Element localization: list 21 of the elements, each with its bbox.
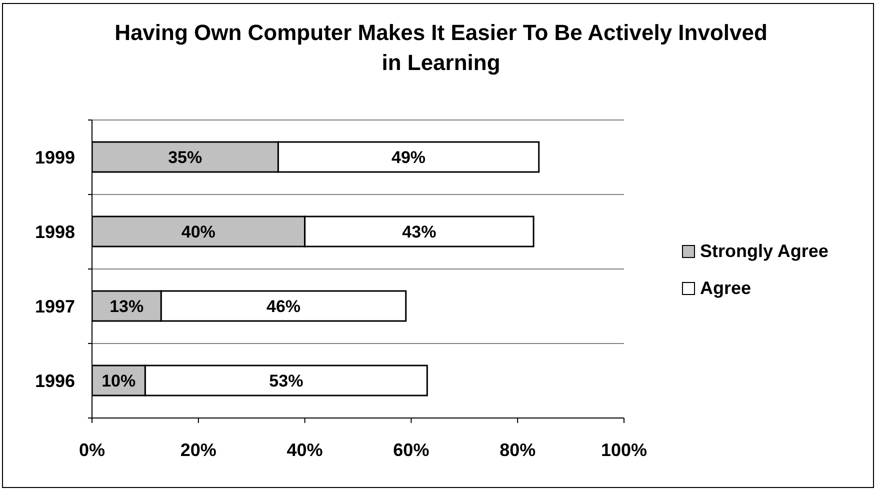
data-label: 10%: [102, 372, 136, 391]
data-label: 35%: [168, 148, 202, 168]
data-label: 53%: [269, 372, 304, 391]
data-label: 40%: [181, 222, 216, 242]
legend-label: Agree: [700, 278, 752, 298]
data-label: 49%: [392, 148, 426, 168]
y-tick-label: 1999: [34, 147, 75, 168]
x-tick-label: 20%: [180, 440, 216, 460]
y-tick-label: 1998: [34, 222, 75, 242]
y-tick-label: 1997: [34, 296, 75, 316]
y-tick-label: 1996: [34, 370, 75, 391]
x-tick-label: 100%: [600, 440, 648, 460]
x-tick-label: 80%: [500, 440, 536, 460]
data-label: 13%: [110, 297, 144, 316]
x-tick-label: 0%: [78, 440, 106, 460]
x-tick-label: 60%: [393, 440, 430, 460]
legend-label: Strongly Agree: [700, 240, 828, 262]
chart-title: Having Own Computer Makes It Easier To Be Actively Involved in Learning: [114, 19, 768, 77]
data-label: 43%: [402, 222, 436, 242]
x-tick-label: 40%: [286, 440, 323, 460]
data-label: 46%: [266, 297, 301, 316]
